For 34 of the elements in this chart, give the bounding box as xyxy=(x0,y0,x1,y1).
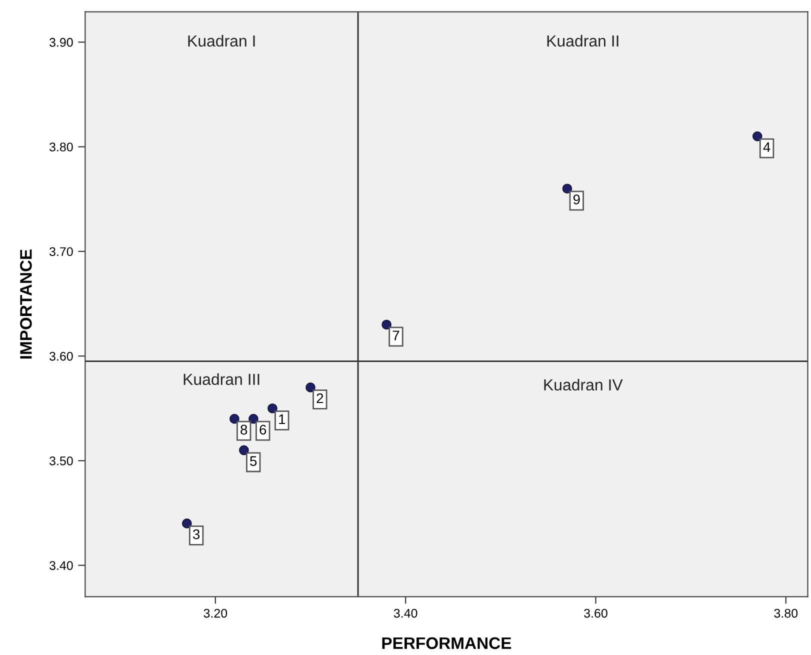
x-tick-label: 3.60 xyxy=(584,608,608,618)
y-tick-label: 3.60 xyxy=(50,352,73,361)
annotation: 8 xyxy=(240,424,248,435)
point xyxy=(248,414,258,424)
y-tick-label: 3.50 xyxy=(50,456,73,466)
annotation: 7 xyxy=(392,330,400,340)
x-tick-label: 3.40 xyxy=(394,608,418,618)
y-axis-title: IMPORTANCE xyxy=(20,249,32,359)
point xyxy=(382,320,392,330)
annotation: Kuadran III xyxy=(184,373,260,386)
annotation: 4 xyxy=(763,142,770,152)
point xyxy=(752,131,762,142)
annotation: 6 xyxy=(260,424,266,435)
y-tick-label: 3.40 xyxy=(50,561,73,570)
x-tick-label: 3.20 xyxy=(204,608,228,618)
annotation: Kuadran II xyxy=(547,34,618,47)
annotation: 2 xyxy=(316,393,324,404)
point xyxy=(230,414,240,424)
x-axis-title: PERFORMANCE xyxy=(382,637,512,650)
point xyxy=(306,382,316,392)
annotation: 5 xyxy=(250,456,257,466)
point xyxy=(182,518,192,528)
annotation: Kuadran IV xyxy=(544,378,623,391)
annotation: 3 xyxy=(192,529,200,540)
x-tick-label: 3.80 xyxy=(774,608,798,618)
y-tick-label: 3.90 xyxy=(50,38,73,47)
point xyxy=(239,445,249,456)
point xyxy=(562,184,572,194)
y-tick-label: 3.80 xyxy=(50,142,73,152)
y-tick-label: 3.70 xyxy=(50,247,73,256)
annotation: 9 xyxy=(573,194,580,204)
annotation: 1 xyxy=(279,414,286,424)
point xyxy=(268,403,278,414)
annotation: Kuadran I xyxy=(188,34,255,47)
